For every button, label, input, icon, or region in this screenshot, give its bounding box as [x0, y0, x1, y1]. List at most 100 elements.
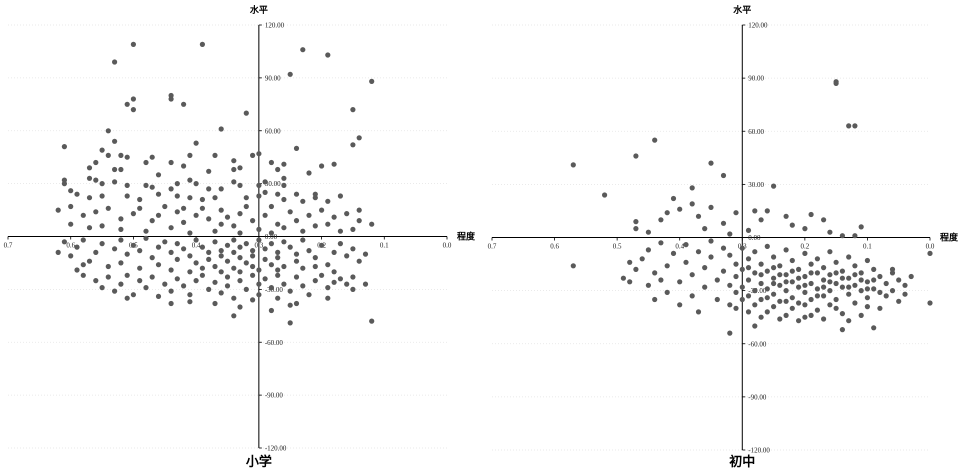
- scatter-point: [262, 276, 268, 282]
- scatter-point: [281, 182, 287, 188]
- y-tick-label: 60.00: [265, 127, 281, 135]
- scatter-point: [733, 273, 739, 280]
- scatter-point: [206, 286, 212, 292]
- scatter-point: [99, 223, 105, 229]
- scatter-point: [181, 246, 187, 252]
- scatter-point: [846, 318, 852, 324]
- scatter-point: [174, 181, 180, 187]
- scatter-point: [764, 268, 770, 274]
- scatter-point: [243, 260, 249, 266]
- scatter-point: [777, 316, 783, 322]
- scatter-point: [658, 277, 664, 283]
- x-tick-label: 0.4: [675, 243, 684, 251]
- scatter-point: [752, 270, 758, 276]
- scatter-point: [168, 159, 174, 166]
- scatter-point: [181, 163, 187, 169]
- scatter-point: [262, 179, 268, 185]
- scatter-point: [814, 286, 821, 292]
- scatter-point: [758, 261, 764, 267]
- scatter-point: [181, 101, 187, 107]
- scatter-point: [124, 193, 130, 199]
- scatter-point: [93, 209, 99, 215]
- scatter-point: [212, 279, 218, 285]
- scatter-point: [93, 278, 99, 284]
- scatter-point: [275, 255, 281, 261]
- scatter-point: [256, 151, 262, 157]
- scatter-point: [55, 249, 61, 255]
- scatter-point: [325, 262, 331, 268]
- scatter-point: [752, 302, 758, 308]
- x-tick-label: 0.0: [443, 242, 452, 250]
- scatter-point: [821, 265, 827, 271]
- scatter-point: [199, 205, 205, 211]
- scatter-point: [771, 275, 777, 281]
- scatter-point: [796, 266, 802, 272]
- scatter-point: [745, 277, 752, 283]
- scatter-point: [262, 246, 268, 252]
- scatter-point: [727, 302, 733, 308]
- scatter-point: [783, 279, 789, 285]
- scatter-point: [764, 243, 770, 249]
- scatter-point: [883, 280, 889, 287]
- scatter-point: [118, 166, 124, 173]
- scatter-point: [231, 223, 237, 229]
- scatter-point: [187, 292, 193, 298]
- scatter-point: [745, 293, 752, 299]
- scatter-point: [250, 218, 256, 224]
- scatter-point: [268, 262, 274, 268]
- y-tick-label: 90.00: [748, 75, 764, 83]
- scatter-point: [224, 214, 231, 220]
- scatter-point: [658, 240, 664, 246]
- scatter-point: [758, 280, 764, 287]
- scatter-point: [871, 266, 877, 272]
- scatter-point: [181, 205, 187, 211]
- scatter-point: [864, 295, 871, 301]
- scatter-point: [193, 278, 199, 284]
- chart-title: 初中: [729, 454, 755, 470]
- scatter-point: [821, 316, 827, 322]
- scatter-point: [93, 249, 99, 255]
- scatter-point: [771, 304, 777, 310]
- scatter-point: [319, 242, 325, 248]
- scatter-point: [727, 252, 733, 258]
- scatter-point: [337, 228, 343, 234]
- scatter-point: [199, 41, 205, 48]
- scatter-point: [124, 272, 130, 278]
- scatter-point: [783, 247, 789, 253]
- scatter-point: [714, 277, 720, 283]
- scatter-point: [275, 272, 281, 278]
- scatter-point: [789, 268, 795, 274]
- scatter-point: [852, 233, 858, 239]
- scatter-point: [664, 289, 670, 295]
- scatter-point: [350, 226, 356, 232]
- scatter-point: [93, 159, 99, 166]
- scatter-point: [896, 298, 902, 304]
- scatter-point: [143, 235, 149, 241]
- scatter-point: [80, 237, 86, 243]
- scatter-point: [256, 281, 262, 287]
- scatter-point: [344, 281, 350, 287]
- scatter-point: [187, 152, 193, 158]
- scatter-point: [677, 302, 683, 308]
- scatter-point: [130, 242, 136, 248]
- scatter-point: [224, 283, 231, 289]
- scatter-point: [243, 241, 249, 247]
- scatter-point: [337, 241, 343, 247]
- scatter-point: [224, 242, 231, 248]
- scatter-point: [325, 198, 331, 204]
- y-axis-title: 水平: [250, 4, 268, 16]
- scatter-point: [708, 238, 714, 244]
- scatter-point: [118, 226, 124, 232]
- x-tick-label: 0.6: [550, 243, 559, 251]
- scatter-point: [218, 290, 224, 296]
- scatter-point: [331, 279, 337, 285]
- scatter-point: [250, 272, 256, 278]
- scatter-point: [839, 268, 846, 274]
- scatter-point: [93, 177, 99, 183]
- scatter-point: [118, 152, 124, 158]
- scatter-point: [287, 320, 293, 326]
- scatter-point: [325, 52, 331, 58]
- scatter-point: [199, 196, 205, 203]
- scatter-point: [168, 186, 174, 192]
- scatter-point: [162, 239, 168, 245]
